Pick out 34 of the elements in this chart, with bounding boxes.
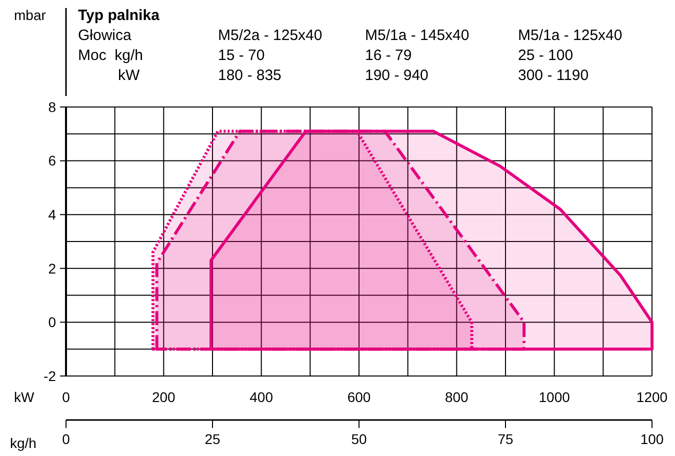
x2-axis-title: kg/h: [10, 435, 36, 451]
y-tick-label: 2: [48, 260, 56, 276]
x-tick-label: 800: [444, 389, 469, 405]
y-tick-label: 0: [48, 314, 56, 330]
text: kW: [118, 67, 140, 84]
text: mbar: [14, 7, 46, 23]
x2-tick-label: 50: [351, 431, 367, 447]
text: M5/1a - 125x40: [518, 27, 622, 44]
x-tick-label: 200: [152, 389, 176, 405]
text: 15 - 70: [218, 47, 265, 64]
text: 25 - 100: [518, 47, 574, 64]
text: M5/2a - 125x40: [218, 27, 322, 44]
text: M5/1a - 145x40: [365, 27, 470, 44]
x-tick-label: 400: [250, 389, 274, 405]
text: 16 - 79: [365, 47, 412, 64]
text: Moc kg/h: [78, 47, 144, 64]
y-tick-label: 8: [48, 98, 56, 115]
x-tick-label: 0: [62, 389, 70, 405]
y-tick-label: 4: [48, 206, 56, 222]
x-axis-title: kW: [14, 389, 35, 405]
x-tick-label: 1000: [538, 389, 570, 405]
y-tick-label: 6: [48, 152, 56, 169]
x-tick-label: 600: [347, 389, 371, 405]
y-tick-label: -2: [44, 368, 56, 384]
text: Typ palnika: [78, 7, 160, 24]
text: 190 - 940: [365, 67, 428, 84]
x2-tick-label: 100: [640, 431, 664, 447]
text: 300 - 1190: [518, 67, 589, 84]
text: Głowica: [78, 27, 132, 44]
text: 180 - 835: [218, 67, 282, 84]
x2-tick-label: 75: [498, 431, 514, 447]
x2-tick-label: 0: [62, 431, 70, 447]
x-tick-label: 1200: [636, 389, 668, 405]
x2-tick-label: 25: [204, 431, 220, 447]
